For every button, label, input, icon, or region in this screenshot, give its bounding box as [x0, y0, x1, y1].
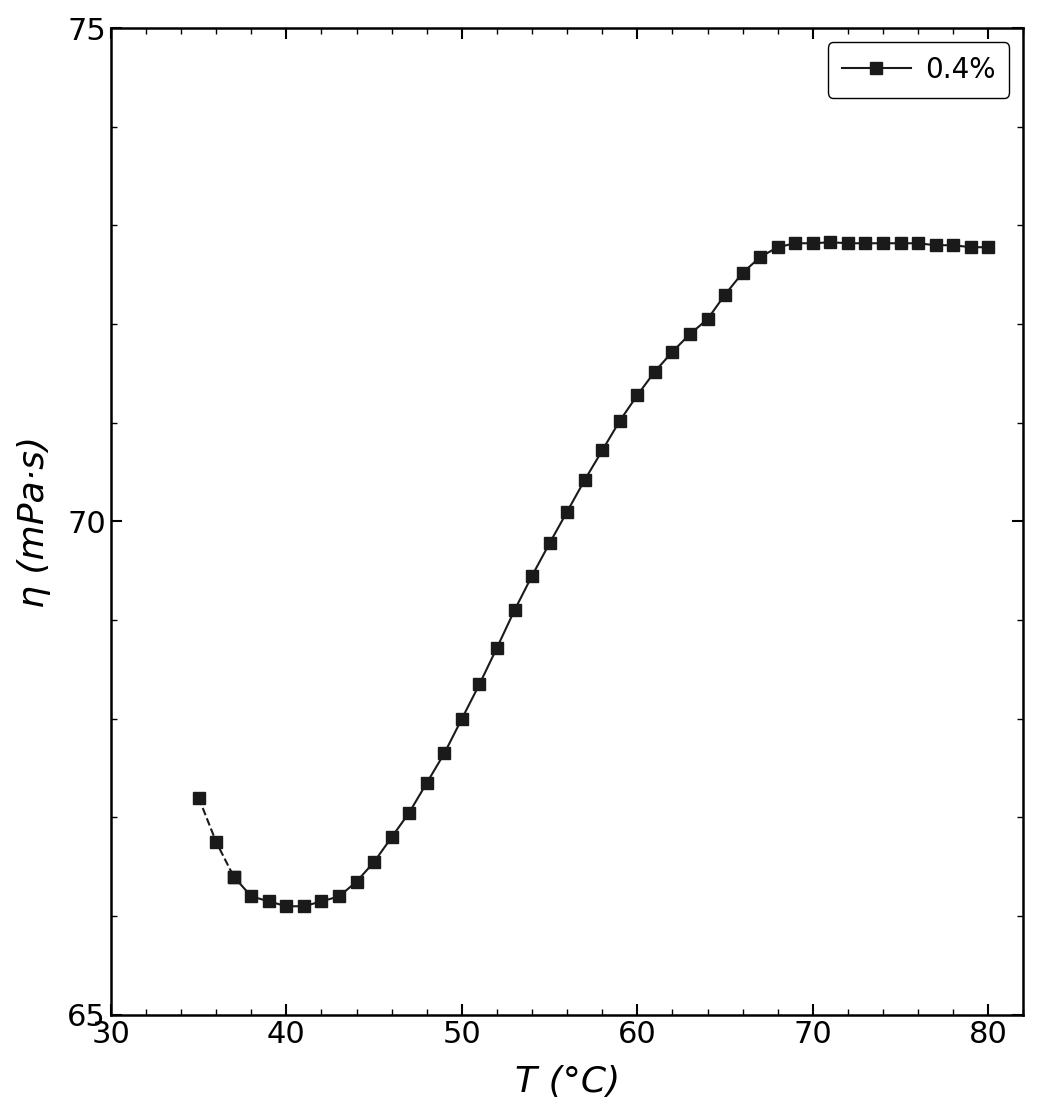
0.4% [561, 504, 573, 518]
0.4% [280, 899, 292, 913]
0.4% [667, 345, 679, 358]
0.4% [772, 241, 784, 254]
0.4% [263, 895, 276, 908]
0.4% [526, 569, 539, 583]
0.4% [736, 266, 749, 279]
0.4% [859, 237, 872, 250]
0.4% [789, 237, 802, 250]
0.4% [912, 237, 925, 250]
0.4% [683, 327, 696, 340]
0.4% [930, 239, 942, 252]
0.4% [754, 250, 766, 263]
0.4% [402, 806, 415, 819]
0.4% [333, 889, 345, 903]
0.4% [807, 237, 820, 250]
0.4% [614, 414, 626, 427]
0.4% [368, 855, 381, 868]
0.4% [596, 444, 608, 458]
0.4% [631, 388, 644, 402]
Legend: 0.4%: 0.4% [828, 42, 1010, 98]
0.4% [964, 241, 977, 254]
0.4% [509, 604, 521, 617]
0.4% [824, 235, 836, 249]
0.4% [297, 899, 310, 913]
0.4% [877, 237, 889, 250]
0.4% [578, 473, 591, 487]
0.4% [543, 537, 555, 550]
0.4% [315, 895, 328, 908]
0.4% [491, 641, 503, 654]
Y-axis label: η (mPa·s): η (mPa·s) [17, 435, 51, 607]
Line: 0.4%: 0.4% [228, 237, 994, 912]
0.4% [946, 239, 959, 252]
0.4% [719, 288, 731, 301]
0.4% [245, 889, 258, 903]
0.4% [701, 312, 713, 326]
0.4% [438, 747, 450, 760]
0.4% [649, 365, 661, 378]
0.4% [456, 712, 468, 725]
0.4% [386, 830, 398, 844]
X-axis label: T (°C): T (°C) [515, 1066, 620, 1099]
0.4% [228, 870, 240, 884]
0.4% [420, 777, 433, 790]
0.4% [473, 677, 486, 691]
0.4% [350, 875, 363, 888]
0.4% [982, 241, 994, 254]
0.4% [894, 237, 907, 250]
0.4% [841, 237, 854, 250]
